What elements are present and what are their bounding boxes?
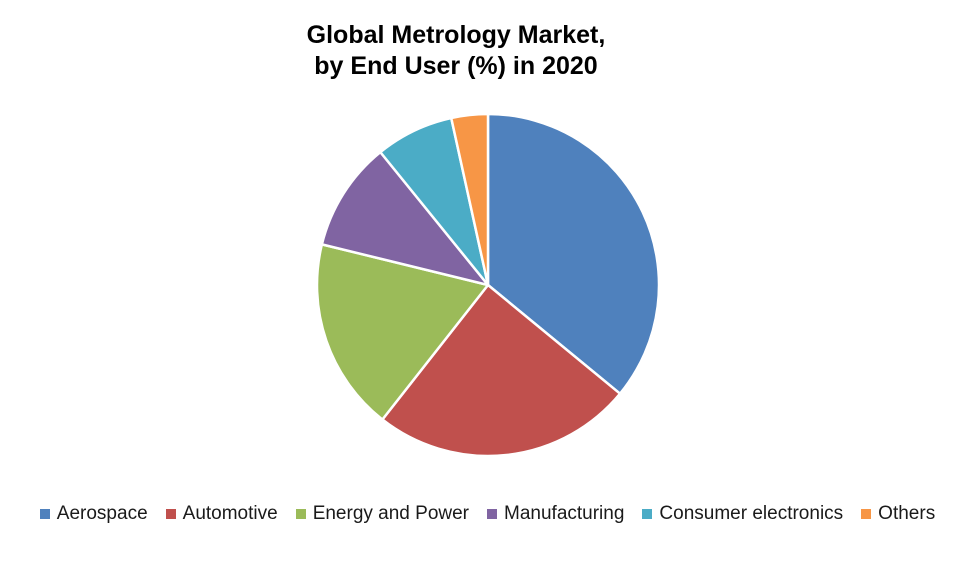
chart-title: Global Metrology Market, by End User (%)… — [0, 20, 912, 82]
legend-swatch — [861, 509, 872, 519]
legend-swatch — [642, 509, 653, 519]
legend-label: Consumer electronics — [659, 503, 844, 524]
pie-slice-automotive — [381, 283, 622, 458]
legend-label: Automotive — [182, 503, 278, 524]
legend-item-aerospace: Aerospace — [39, 503, 148, 525]
legend-swatch — [487, 509, 498, 519]
legend: Aerospace Automotive Energy and Power Manuf… — [0, 503, 975, 525]
legend-swatch — [165, 509, 176, 519]
legend-item-automotive: Automotive — [165, 503, 278, 525]
pie-slice-manufacturing — [320, 150, 490, 287]
chart-title-line-1: Global Metrology Market, — [306, 21, 606, 49]
chart-title-line-2: by End User (%) in 2020 — [314, 52, 598, 80]
legend-label: Energy and Power — [312, 503, 470, 524]
legend-swatch — [295, 509, 306, 519]
pie-slice-energy-and-power — [315, 243, 490, 421]
legend-label: Manufacturing — [504, 503, 625, 524]
legend-item-energy-and-power: Energy and Power — [295, 503, 470, 525]
legend-label: Aerospace — [56, 503, 148, 524]
legend-item-consumer-electronics: Consumer electronics — [642, 503, 843, 525]
legend-label: Others — [878, 503, 936, 524]
pie-slice-aerospace — [486, 112, 661, 395]
legend-item-others: Others — [861, 503, 935, 525]
legend-swatch — [39, 509, 50, 519]
legend-item-manufacturing: Manufacturing — [487, 503, 624, 525]
pie-slice-others — [449, 112, 490, 287]
